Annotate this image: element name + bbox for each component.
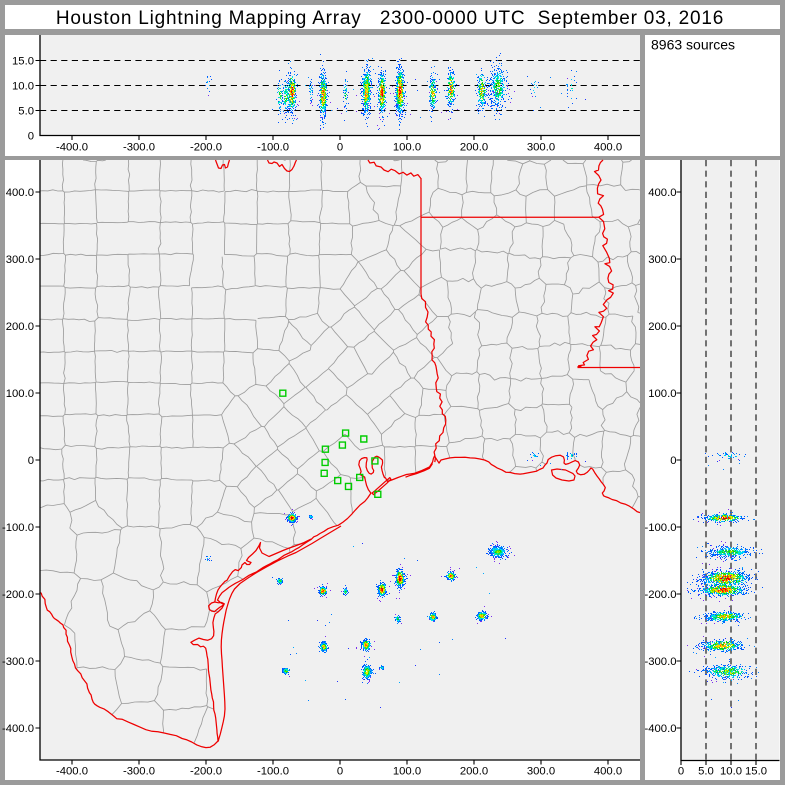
- svg-text:200.0: 200.0: [460, 142, 488, 154]
- svg-text:0: 0: [28, 131, 34, 143]
- svg-text:-100.0: -100.0: [2, 522, 34, 534]
- svg-text:0: 0: [670, 455, 676, 467]
- svg-text:100.0: 100.0: [6, 388, 34, 400]
- svg-text:8963 sources: 8963 sources: [651, 37, 735, 53]
- svg-text:200.0: 200.0: [6, 321, 34, 333]
- svg-text:400.0: 400.0: [6, 187, 34, 199]
- svg-text:-200.0: -200.0: [644, 589, 676, 601]
- svg-text:300.0: 300.0: [648, 254, 676, 266]
- svg-text:-400.0: -400.0: [56, 766, 88, 778]
- svg-text:200.0: 200.0: [460, 766, 488, 778]
- svg-text:5.0: 5.0: [18, 106, 34, 118]
- svg-text:-300.0: -300.0: [2, 656, 34, 668]
- svg-text:15.0: 15.0: [745, 766, 767, 778]
- svg-text:-400.0: -400.0: [2, 723, 34, 735]
- svg-text:0: 0: [337, 766, 343, 778]
- svg-text:200.0: 200.0: [648, 321, 676, 333]
- svg-text:100.0: 100.0: [393, 142, 421, 154]
- svg-text:-200.0: -200.0: [190, 142, 222, 154]
- svg-text:10.0: 10.0: [12, 81, 34, 93]
- svg-text:0: 0: [337, 142, 343, 154]
- svg-text:-100.0: -100.0: [644, 522, 676, 534]
- svg-text:Houston Lightning Mapping Arra: Houston Lightning Mapping Array 2300-000…: [56, 8, 724, 29]
- svg-text:-100.0: -100.0: [257, 766, 289, 778]
- svg-text:400.0: 400.0: [648, 187, 676, 199]
- svg-text:0: 0: [28, 455, 34, 467]
- svg-text:100.0: 100.0: [393, 766, 421, 778]
- svg-text:-100.0: -100.0: [257, 142, 289, 154]
- svg-text:-200.0: -200.0: [190, 766, 222, 778]
- svg-text:10.0: 10.0: [720, 766, 742, 778]
- svg-text:-200.0: -200.0: [2, 589, 34, 601]
- svg-text:0: 0: [678, 766, 684, 778]
- svg-text:-400.0: -400.0: [56, 142, 88, 154]
- svg-text:15.0: 15.0: [12, 56, 34, 68]
- svg-text:-300.0: -300.0: [123, 766, 155, 778]
- svg-text:300.0: 300.0: [527, 766, 555, 778]
- svg-text:-300.0: -300.0: [644, 656, 676, 668]
- svg-text:400.0: 400.0: [594, 142, 622, 154]
- svg-text:300.0: 300.0: [527, 142, 555, 154]
- svg-text:100.0: 100.0: [648, 388, 676, 400]
- svg-text:-300.0: -300.0: [123, 142, 155, 154]
- svg-text:-400.0: -400.0: [644, 723, 676, 735]
- svg-text:300.0: 300.0: [6, 254, 34, 266]
- svg-text:5.0: 5.0: [698, 766, 714, 778]
- svg-text:400.0: 400.0: [594, 766, 622, 778]
